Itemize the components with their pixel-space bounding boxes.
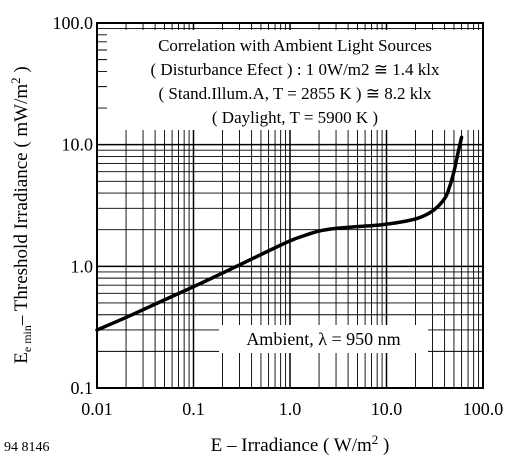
figure-id: 94 8146 bbox=[4, 440, 50, 455]
y-axis-label-sub: e min bbox=[20, 325, 34, 352]
annotation-box-line: ( Disturbance Efect ) : 1 0W/m2 ≅ 1.4 kl… bbox=[151, 60, 441, 79]
x-tick-label: 0.01 bbox=[81, 399, 113, 419]
y-axis-label: Ee min– Threshold Irradiance ( mW/m2 ) bbox=[8, 66, 34, 363]
annotation-box-line: ( Stand.Illum.A, T = 2855 K ) ≅ 8.2 klx bbox=[158, 84, 432, 103]
curve-label-box bbox=[219, 325, 428, 353]
y-tick-label: 0.1 bbox=[71, 378, 94, 398]
y-axis-label-e: E bbox=[11, 352, 32, 364]
series-line bbox=[95, 135, 464, 332]
y-tick-label: 1.0 bbox=[71, 256, 94, 276]
x-axis-label-tail: ) bbox=[378, 435, 389, 456]
annotation-box-line: ( Daylight, T = 5900 K ) bbox=[212, 108, 378, 127]
label-layer: 94 8146 E – Irradiance ( W/m2 ) Ee min– … bbox=[4, 13, 503, 456]
annotation-box-line: Correlation with Ambient Light Sources bbox=[158, 36, 432, 55]
x-tick-label: 1.0 bbox=[279, 399, 302, 419]
x-tick-label: 100.0 bbox=[463, 399, 504, 419]
y-tick-label: 100.0 bbox=[53, 13, 94, 33]
curve-layer bbox=[95, 135, 464, 332]
y-axis-label-tail: ) bbox=[11, 66, 32, 77]
plot-frame bbox=[96, 22, 484, 389]
x-axis-label: E – Irradiance ( W/m2 ) bbox=[211, 432, 390, 456]
annotation-box-layer: Correlation with Ambient Light Sources ( … bbox=[107, 30, 483, 353]
x-tick-label: 10.0 bbox=[371, 399, 403, 419]
y-axis-label-main: – Threshold Irradiance ( mW/m bbox=[11, 84, 32, 327]
y-axis-label-sup: 2 bbox=[8, 77, 23, 84]
x-axis-label-main: E – Irradiance ( W/m bbox=[211, 435, 372, 456]
annotation-box bbox=[107, 30, 483, 130]
x-axis-label-sup: 2 bbox=[372, 432, 379, 447]
curve-label: Ambient, λ = 950 nm bbox=[246, 329, 400, 349]
x-tick-label: 0.1 bbox=[182, 399, 205, 419]
y-tick-label: 10.0 bbox=[62, 135, 94, 155]
frame-layer bbox=[96, 22, 484, 389]
